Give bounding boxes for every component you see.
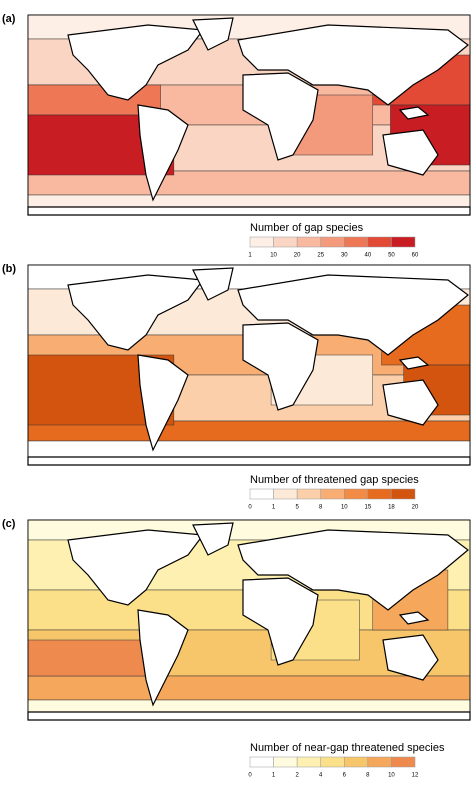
legend-swatch	[249, 756, 274, 768]
legend-swatch	[391, 488, 416, 500]
map	[27, 14, 471, 216]
legend-title: Number of near-gap threatened species	[250, 742, 445, 754]
map	[27, 519, 471, 721]
panel-label: (c)	[2, 518, 16, 530]
legend-tick-label: 50	[388, 253, 395, 259]
legend-tick-label: 0	[248, 773, 252, 779]
legend-tick-label: 25	[317, 253, 324, 259]
map	[27, 264, 471, 466]
legend-tick-label: 60	[412, 253, 419, 259]
legend-swatch	[273, 488, 298, 500]
legend-swatch	[391, 236, 416, 248]
region	[27, 639, 161, 677]
legend-tick-label: 12	[412, 773, 419, 779]
legend-swatch	[249, 488, 274, 500]
panel-label: (a)	[2, 13, 16, 25]
legend-swatch	[296, 236, 321, 248]
map-frame	[27, 519, 471, 721]
legend-swatch	[320, 236, 345, 248]
legend-tick-label: 15	[365, 505, 372, 511]
region	[27, 675, 471, 701]
legend-tick-label: 5	[295, 505, 299, 511]
legend-tick-label: 10	[341, 505, 348, 511]
legend-tick-label: 2	[295, 773, 299, 779]
map-frame	[27, 264, 471, 466]
legend-tick-label: 30	[341, 253, 348, 259]
legend-tick-label: 18	[388, 505, 395, 511]
legend-swatch	[367, 236, 392, 248]
legend-tick-label: 20	[412, 505, 419, 511]
legend-swatch	[344, 488, 369, 500]
legend-swatch	[320, 756, 345, 768]
legend-tick-label: 20	[294, 253, 301, 259]
map-frame	[27, 14, 471, 216]
legend-tick-label: 1	[272, 505, 276, 511]
legend-tick-label: 10	[270, 253, 277, 259]
legend-tick-label: 1	[272, 773, 276, 779]
legend-swatch	[296, 756, 321, 768]
legend-tick-label: 10	[388, 773, 395, 779]
legend-tick-label: 1	[248, 253, 252, 259]
legend-tick-label: 40	[365, 253, 372, 259]
legend-swatch	[367, 756, 392, 768]
legend-tick-label: 8	[319, 505, 323, 511]
legend-title: Number of threatened gap species	[250, 474, 419, 486]
legend-swatch	[391, 756, 416, 768]
legend-title: Number of gap species	[250, 222, 364, 234]
legend-swatch	[320, 488, 345, 500]
legend-tick-label: 8	[366, 773, 370, 779]
legend-swatch	[344, 236, 369, 248]
legend-swatch	[249, 236, 274, 248]
legend-swatch	[273, 756, 298, 768]
legend-tick-label: 0	[248, 505, 252, 511]
legend-swatch	[367, 488, 392, 500]
legend-swatch	[344, 756, 369, 768]
legend-tick-label: 6	[343, 773, 347, 779]
legend-swatch	[296, 488, 321, 500]
legend-tick-label: 4	[319, 773, 323, 779]
legend-swatch	[273, 236, 298, 248]
panel-label: (b)	[2, 263, 16, 275]
